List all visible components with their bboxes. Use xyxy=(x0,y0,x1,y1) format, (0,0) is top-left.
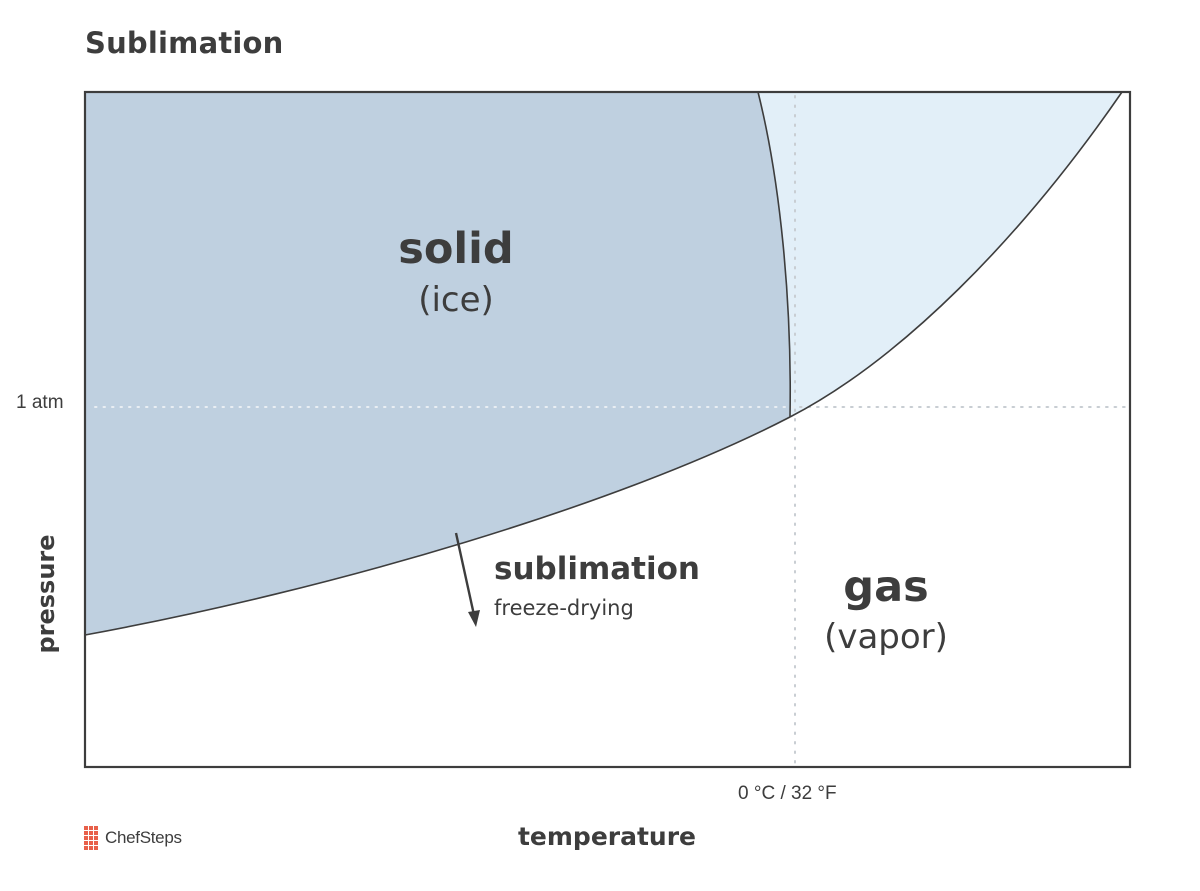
sublimation-curve xyxy=(84,416,791,636)
gas-region-subtitle: (vapor) xyxy=(824,617,948,657)
gas-region-title: gas xyxy=(843,562,929,612)
y-tick-1-atm: 1 atm xyxy=(16,392,64,413)
solid-region-subtitle: (ice) xyxy=(418,280,494,320)
chefsteps-logo-icon xyxy=(84,826,100,850)
liquid-region xyxy=(758,92,1122,417)
sublimation-annotation-title: sublimation xyxy=(494,551,700,587)
chefsteps-logo: ChefSteps xyxy=(84,826,182,850)
solid-region-title: solid xyxy=(398,224,514,274)
solid-region xyxy=(85,92,791,635)
sublimation-annotation-subtitle: freeze-drying xyxy=(494,596,634,620)
x-axis-label: temperature xyxy=(517,822,697,851)
diagram-title: Sublimation xyxy=(85,26,284,60)
x-tick-zero-celsius: 0 °C / 32 °F xyxy=(738,783,837,804)
vaporization-curve xyxy=(789,91,1123,418)
melting-curve xyxy=(757,91,792,418)
brand-name: ChefSteps xyxy=(105,828,182,847)
y-axis-label: pressure xyxy=(32,534,60,654)
plot-frame xyxy=(83,90,1132,769)
arrow-down-icon xyxy=(454,532,480,627)
